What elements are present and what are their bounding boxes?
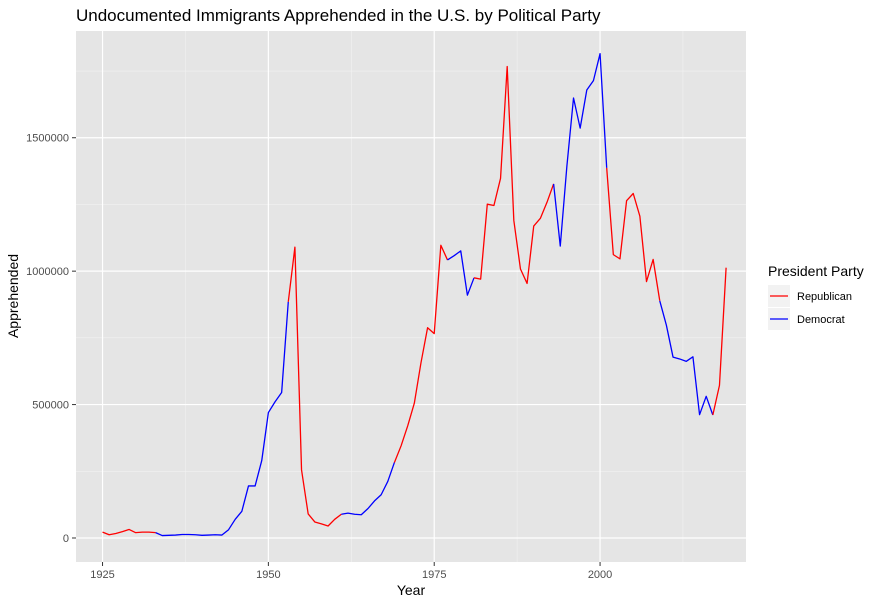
series-line-democrat-1 bbox=[155, 301, 289, 537]
series-line-democrat-3 bbox=[341, 462, 396, 516]
series-line-republican-2 bbox=[287, 246, 342, 527]
series-line-republican-4 bbox=[393, 244, 449, 463]
legend-item-republican: Republican bbox=[768, 285, 852, 307]
series-lines bbox=[102, 53, 727, 537]
x-tick-label: 1950 bbox=[256, 569, 280, 581]
series-line-democrat-7 bbox=[552, 53, 608, 247]
minor-gridlines bbox=[76, 31, 746, 562]
y-tick-label: 1500000 bbox=[26, 133, 69, 145]
x-tick-label: 2000 bbox=[588, 569, 612, 581]
series-line-democrat-9 bbox=[659, 300, 714, 416]
y-tick-label: 1000000 bbox=[26, 266, 69, 278]
major-gridlines bbox=[76, 31, 746, 562]
legend-title: President Party bbox=[768, 263, 864, 279]
x-axis-ticks: 1925 1950 1975 2000 bbox=[90, 562, 612, 581]
legend: President Party Republican Democrat bbox=[768, 263, 864, 330]
y-axis-title: Apprehended bbox=[5, 254, 21, 338]
legend-label-republican: Republican bbox=[797, 291, 852, 303]
x-tick-label: 1975 bbox=[422, 569, 446, 581]
y-tick-label: 500000 bbox=[32, 400, 69, 412]
series-line-republican-0 bbox=[102, 528, 156, 536]
chart-title: Undocumented Immigrants Apprehended in t… bbox=[76, 6, 601, 25]
x-tick-label: 1925 bbox=[90, 569, 114, 581]
series-line-democrat-5 bbox=[447, 250, 475, 296]
x-axis-title: Year bbox=[397, 582, 426, 598]
legend-label-democrat: Democrat bbox=[797, 314, 845, 326]
legend-item-democrat: Democrat bbox=[768, 308, 845, 330]
y-tick-label: 0 bbox=[63, 533, 69, 545]
series-line-republican-6 bbox=[473, 65, 555, 285]
series-line-republican-10 bbox=[712, 267, 727, 416]
plot-panel bbox=[76, 31, 746, 562]
series-line-republican-8 bbox=[606, 167, 661, 301]
y-axis-ticks: 0 500000 1000000 1500000 bbox=[26, 133, 76, 545]
